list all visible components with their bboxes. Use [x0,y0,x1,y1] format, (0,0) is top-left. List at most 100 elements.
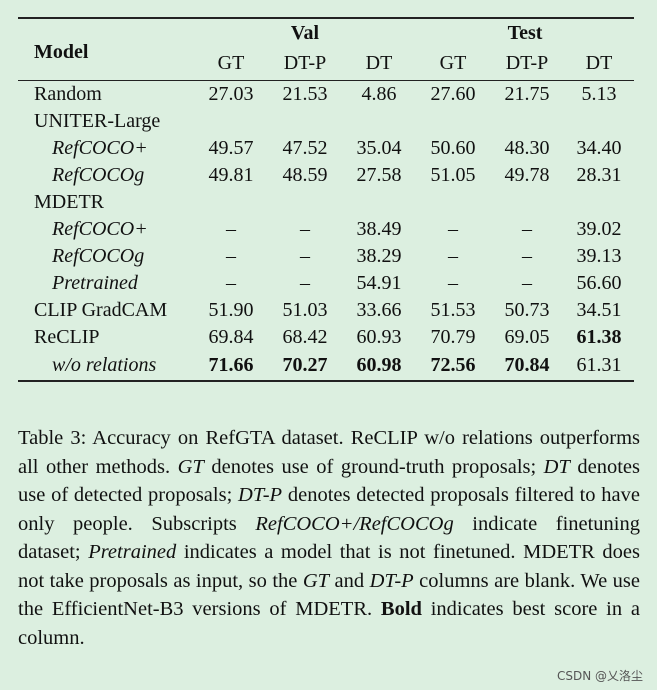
column-header: DT [585,52,613,75]
row-label: RefCOCO+ [52,136,148,159]
model-header: Model [34,40,89,63]
table-row: CLIP GradCAM 51.90 51.03 33.66 51.53 50.73 34.… [18,297,634,324]
table-cell: 5.13 [581,82,617,105]
table-head: Model Val Test GT DT-P DT GT DT-P DT [18,18,634,80]
table-row: Random 27.03 21.53 4.86 27.60 21.75 5.13 [18,80,634,108]
caption-text: denotes detected proposals filtered to h… [18,484,640,535]
table-cell: 61.38 [576,325,622,348]
table-cell: 34.51 [576,298,622,321]
column-header: DT-P [505,52,549,75]
caption-dt: DT [543,455,570,478]
table-cell [268,189,342,216]
table-cell: – [522,217,532,240]
table-cell: 48.30 [504,136,550,159]
table-row: RefCOCO+ 49.57 47.52 35.04 50.60 48.30 34.40 [18,135,634,162]
table-cell: 39.13 [576,244,622,267]
table-cell [268,108,342,135]
caption-bold-word: Bold [380,598,422,620]
table-cell: 38.49 [356,217,402,240]
row-label: RefCOCOg [52,163,145,186]
table-cell: 50.60 [430,136,476,159]
table-cell: 49.57 [208,136,254,159]
column-header: GT [217,52,245,75]
table-cell: 34.40 [576,136,622,159]
table-cell: 70.27 [282,353,328,376]
table-cell: 38.29 [356,244,402,267]
table-row: RefCOCOg – – 38.29 – – 39.13 [18,243,634,270]
table-cell: – [522,271,532,294]
table-cell: 27.03 [208,82,254,105]
table-cell: 51.03 [282,298,328,321]
table-cell: – [226,244,236,267]
caption-gt: GT [177,455,204,478]
table-cell [342,108,416,135]
row-label: ReCLIP [34,325,100,348]
table-cell: – [300,217,310,240]
column-header: DT-P [283,52,327,75]
table-cell: 60.98 [356,353,402,376]
table-cell: 27.58 [356,163,402,186]
caption-text: indicates a model that is not finetuned.… [18,541,640,592]
table-cell: 33.66 [356,298,402,321]
table-cell [564,108,634,135]
table-row: w/o relations 71.66 70.27 60.98 72.56 70.84 61… [18,351,634,381]
row-label: Pretrained [52,271,138,294]
table-cell [194,108,268,135]
table-cell: 35.04 [356,136,402,159]
column-header: GT [439,52,467,75]
row-label: CLIP GradCAM [34,298,168,321]
table-cell: 21.53 [282,82,328,105]
caption-text: indicates best score in a column. [18,598,641,649]
watermark: CSDN @乂洛尘 [556,669,643,683]
table-cell: 28.31 [576,163,622,186]
table-cell [416,189,490,216]
table-row: UNITER-Large [18,108,634,135]
table-cell: 27.60 [430,82,476,105]
table-cell: 69.05 [504,325,550,348]
table-cell: 56.60 [576,271,622,294]
caption-dtp: DT-P [238,484,283,506]
table-cell: 4.86 [361,82,397,105]
table-cell [490,189,564,216]
table-cell: 51.05 [430,163,476,186]
table-cell: 61.31 [576,353,622,376]
table-cell: – [448,217,458,240]
table-cell: 69.84 [208,325,254,348]
row-label: MDETR [34,190,104,213]
table-body: Random 27.03 21.53 4.86 27.60 21.75 5.13 UNITER… [18,80,634,381]
table-caption: Table 3: Accuracy on RefGTA dataset. ReC… [18,424,640,652]
table-cell [194,189,268,216]
caption-dtp: DT-P [369,569,414,592]
caption-text: denotes use of ground-truth proposals; [203,455,544,478]
table-cell: 39.02 [576,217,622,240]
table-row: RefCOCOg 49.81 48.59 27.58 51.05 49.78 28.31 [18,162,634,189]
table-row: Pretrained – – 54.91 – – 56.60 [18,270,634,297]
table-row: MDETR [18,189,634,216]
table-row: RefCOCO+ – – 38.49 – – 39.02 [18,216,634,243]
row-label: Random [34,82,102,105]
table-cell: 72.56 [430,353,476,376]
table-cell [342,189,416,216]
row-label: RefCOCO+ [52,217,148,240]
table-cell: – [522,244,532,267]
table-cell: 51.53 [430,298,476,321]
table-cell: 60.93 [356,325,402,348]
table-cell: – [226,271,236,294]
results-table: Model Val Test GT DT-P DT GT DT-P DT Ran… [18,17,634,382]
results-table-wrap: Model Val Test GT DT-P DT GT DT-P DT Ran… [18,17,634,382]
table-cell [490,108,564,135]
caption-refs: RefCOCO+/RefCOCOg [255,512,454,535]
table-cell: 49.78 [504,163,550,186]
table-cell: 21.75 [504,82,550,105]
caption-gt: GT [302,569,330,592]
table-cell: 70.84 [504,353,550,376]
table-cell: 54.91 [356,271,402,294]
table-cell [416,108,490,135]
table-cell: 70.79 [430,325,476,348]
table-cell: 71.66 [208,353,254,376]
table-cell: – [448,244,458,267]
table-cell: 47.52 [282,136,328,159]
row-label: w/o relations [52,353,157,376]
table-cell: – [300,271,310,294]
caption-text: Table 3: Accuracy on RefGTA dataset. ReC… [18,427,640,478]
